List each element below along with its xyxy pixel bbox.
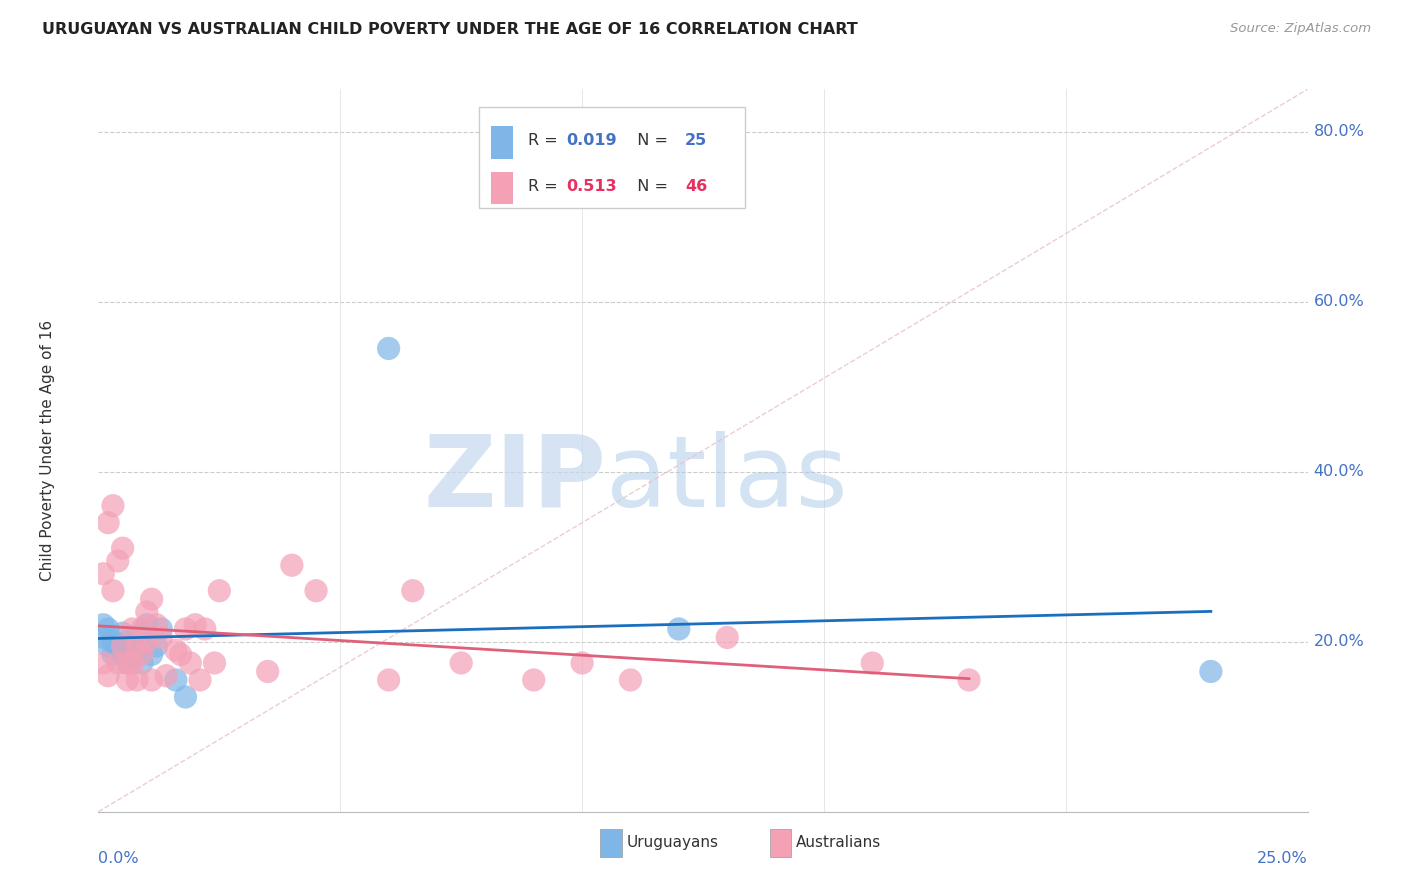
Point <box>97 639 120 653</box>
Text: Uruguayans: Uruguayans <box>627 835 718 850</box>
Point <box>145 639 167 653</box>
Point <box>305 583 328 598</box>
Point <box>145 617 167 632</box>
Point <box>107 554 129 568</box>
Text: 0.0%: 0.0% <box>98 852 139 866</box>
Point <box>281 558 304 573</box>
Bar <box>479 107 745 209</box>
Point <box>174 690 197 704</box>
Point <box>377 673 399 687</box>
Point <box>97 622 120 636</box>
Point <box>91 617 114 632</box>
Point <box>668 622 690 636</box>
Point <box>169 648 191 662</box>
Point <box>101 648 124 662</box>
Point <box>131 648 153 662</box>
Text: ZIP: ZIP <box>423 431 606 528</box>
Point <box>150 631 173 645</box>
Point <box>450 656 472 670</box>
Point <box>131 656 153 670</box>
Point <box>150 622 173 636</box>
Point <box>188 673 211 687</box>
Point <box>165 673 187 687</box>
Text: N =: N = <box>627 133 673 148</box>
Point <box>121 656 143 670</box>
Text: R =: R = <box>527 178 562 194</box>
Point <box>107 639 129 653</box>
Bar <box>769 829 792 856</box>
Point <box>165 643 187 657</box>
Point <box>117 656 139 670</box>
Point <box>127 639 149 653</box>
Point <box>131 622 153 636</box>
Text: 80.0%: 80.0% <box>1313 124 1364 139</box>
Text: 25: 25 <box>685 133 707 148</box>
Text: Australians: Australians <box>796 835 882 850</box>
Point <box>127 639 149 653</box>
Point <box>101 583 124 598</box>
Point <box>121 622 143 636</box>
Text: 46: 46 <box>685 178 707 194</box>
Point <box>101 634 124 648</box>
Text: N =: N = <box>627 178 673 194</box>
Point <box>117 673 139 687</box>
Point <box>179 656 201 670</box>
Text: 0.019: 0.019 <box>567 133 617 148</box>
Point <box>107 656 129 670</box>
Point <box>111 626 134 640</box>
Point <box>141 592 163 607</box>
Point <box>523 673 546 687</box>
Bar <box>600 829 621 856</box>
Text: Child Poverty Under the Age of 16: Child Poverty Under the Age of 16 <box>41 320 55 581</box>
Point <box>141 673 163 687</box>
Point <box>135 605 157 619</box>
Point <box>97 669 120 683</box>
Point <box>121 639 143 653</box>
Point <box>571 656 593 670</box>
Bar <box>492 126 513 159</box>
Text: URUGUAYAN VS AUSTRALIAN CHILD POVERTY UNDER THE AGE OF 16 CORRELATION CHART: URUGUAYAN VS AUSTRALIAN CHILD POVERTY UN… <box>42 22 858 37</box>
Point <box>155 669 177 683</box>
Point <box>101 499 124 513</box>
Point <box>256 665 278 679</box>
Text: R =: R = <box>527 133 562 148</box>
Text: 0.513: 0.513 <box>567 178 617 194</box>
Text: 40.0%: 40.0% <box>1313 464 1364 479</box>
Point <box>208 583 231 598</box>
Point <box>127 673 149 687</box>
Point <box>184 617 207 632</box>
Point <box>111 648 134 662</box>
Point <box>141 648 163 662</box>
Point <box>619 673 641 687</box>
Point <box>377 342 399 356</box>
Point <box>117 634 139 648</box>
Point <box>1199 665 1222 679</box>
Point <box>135 617 157 632</box>
Point <box>121 648 143 662</box>
Point <box>716 631 738 645</box>
Point <box>957 673 980 687</box>
Text: 25.0%: 25.0% <box>1257 852 1308 866</box>
Point <box>91 656 114 670</box>
Point <box>194 622 217 636</box>
Bar <box>492 172 513 204</box>
Point <box>91 631 114 645</box>
Point <box>91 566 114 581</box>
Text: 60.0%: 60.0% <box>1313 294 1364 310</box>
Point <box>135 634 157 648</box>
Point <box>97 516 120 530</box>
Point <box>402 583 425 598</box>
Point <box>860 656 883 670</box>
Text: Source: ZipAtlas.com: Source: ZipAtlas.com <box>1230 22 1371 36</box>
Point <box>111 639 134 653</box>
Text: atlas: atlas <box>606 431 848 528</box>
Point <box>111 541 134 556</box>
Text: 20.0%: 20.0% <box>1313 634 1364 649</box>
Point <box>117 656 139 670</box>
Point <box>204 656 226 670</box>
Point <box>174 622 197 636</box>
Point <box>131 626 153 640</box>
